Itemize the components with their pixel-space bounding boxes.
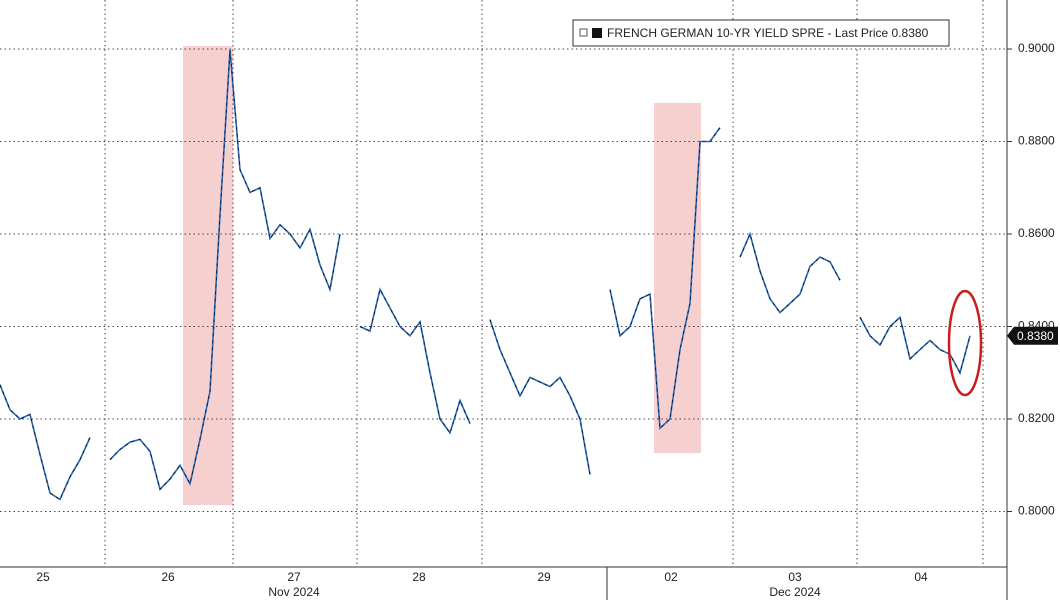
last-price-tag — [1007, 326, 1058, 345]
y-tick-label: 0.8800 — [1018, 134, 1055, 148]
legend-toggle[interactable] — [579, 28, 588, 37]
legend-series: FRENCH GERMAN 10-YR YIELD SPRE — [607, 26, 824, 40]
x-tick-label: 28 — [412, 570, 426, 584]
month-label: Dec 2024 — [769, 585, 821, 599]
month-label: Nov 2024 — [268, 585, 320, 599]
legend-label: FRENCH GERMAN 10-YR YIELD SPRE - Last Pr… — [607, 26, 929, 40]
x-tick-label: 29 — [537, 570, 551, 584]
x-tick-label: 26 — [161, 570, 175, 584]
y-tick-label: 0.8600 — [1018, 226, 1055, 240]
highlight-band — [654, 103, 701, 453]
y-tick-label: 0.8200 — [1018, 411, 1055, 425]
last-price-label: 0.8380 — [1017, 329, 1054, 343]
x-tick-label: 02 — [664, 570, 678, 584]
x-tick-label: 27 — [287, 570, 301, 584]
y-tick-label: 0.9000 — [1018, 41, 1055, 55]
highlight-band — [183, 46, 233, 505]
highlight-ellipse — [947, 289, 983, 397]
legend-price: 0.8380 — [892, 26, 929, 40]
x-tick-label: 04 — [914, 570, 928, 584]
legend-suffix: - Last Price — [828, 26, 889, 40]
price-line-shadow — [0, 49, 971, 501]
x-tick-label: 03 — [788, 570, 802, 584]
legend: FRENCH GERMAN 10-YR YIELD SPRE - Last Pr… — [572, 19, 950, 47]
x-tick-label: 25 — [36, 570, 50, 584]
legend-box — [572, 19, 950, 47]
price-line — [0, 49, 971, 501]
y-tick-label: 0.8000 — [1018, 504, 1055, 518]
legend-swatch — [592, 28, 602, 38]
